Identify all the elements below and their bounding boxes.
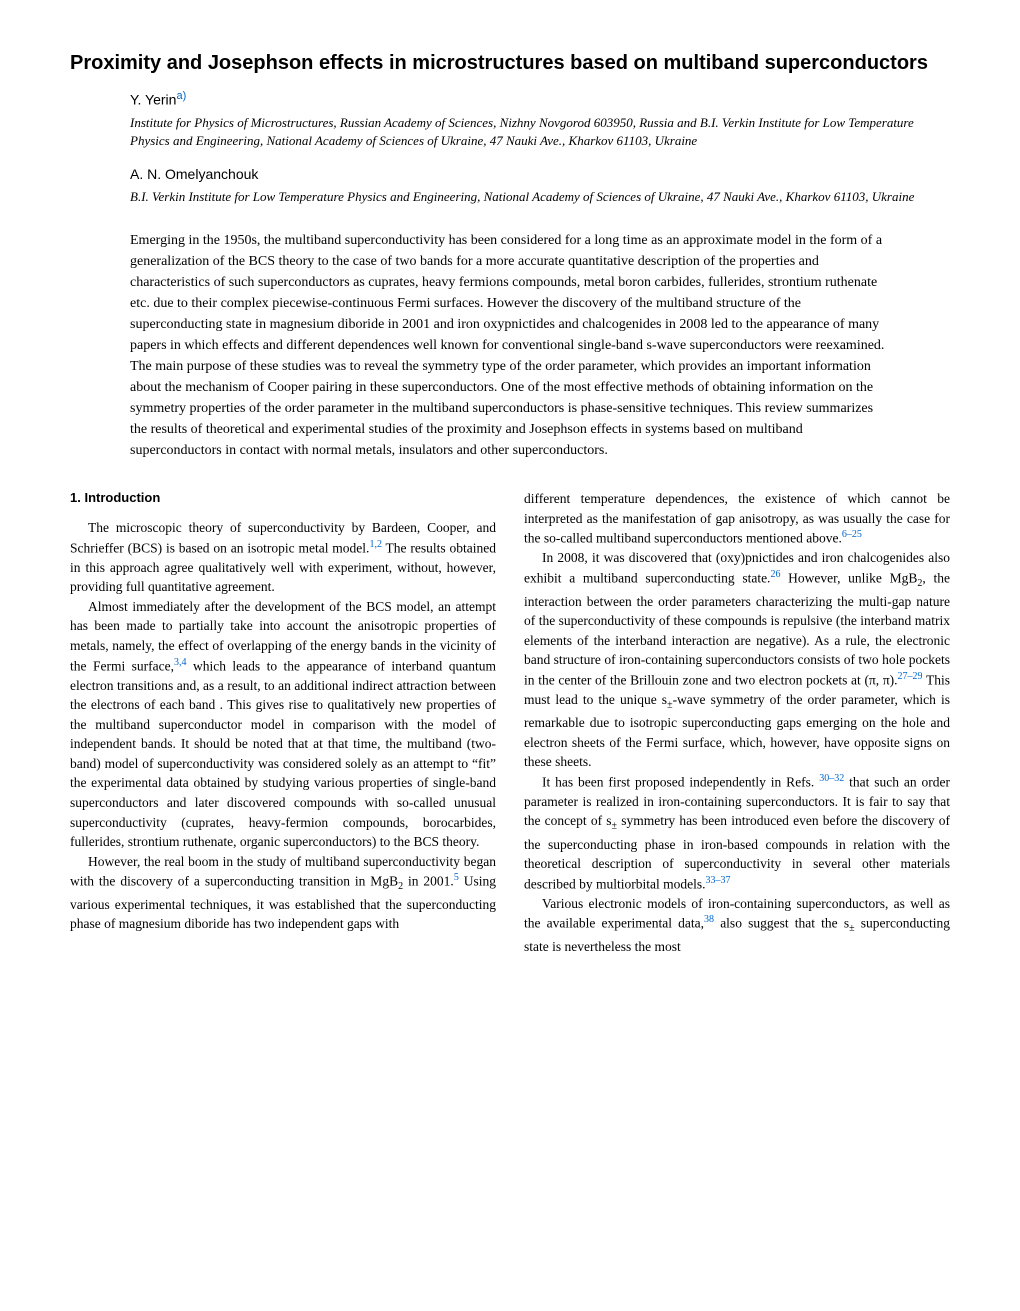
cite-6-25[interactable]: 6–25 <box>842 529 862 540</box>
left-p2b: which leads to the appearance of interba… <box>70 658 496 849</box>
page: Proximity and Josephson effects in micro… <box>0 0 1020 1007</box>
author-2-name: A. N. Omelyanchouk <box>130 166 258 182</box>
left-p3: However, the real boom in the study of m… <box>70 852 496 934</box>
right-p4: Various electronic models of iron-contai… <box>524 894 950 957</box>
right-p4b: also suggest that the s <box>714 916 849 931</box>
cite-33-37[interactable]: 33–37 <box>705 875 730 886</box>
author-2: A. N. Omelyanchouk <box>130 166 950 182</box>
author-1: Y. Yerina) <box>130 90 950 108</box>
left-p3b: in 2001. <box>403 874 454 889</box>
author-1-sup: a) <box>176 90 186 102</box>
author-1-affiliation: Institute for Physics of Microstructures… <box>130 114 950 150</box>
cite-26[interactable]: 26 <box>770 569 780 580</box>
cite-30-32[interactable]: 30–32 <box>819 773 844 784</box>
cite-3-4[interactable]: 3,4 <box>174 657 187 668</box>
right-column: different temperature dependences, the e… <box>524 489 950 956</box>
paper-title: Proximity and Josephson effects in micro… <box>70 50 950 76</box>
cite-38[interactable]: 38 <box>704 914 714 925</box>
right-p3: It has been first proposed independently… <box>524 772 950 894</box>
right-p2: In 2008, it was discovered that (oxy)pni… <box>524 548 950 771</box>
section-1-heading: 1. Introduction <box>70 489 496 508</box>
right-p2c: , the interaction between the order para… <box>524 570 950 687</box>
right-p1: different temperature dependences, the e… <box>524 489 950 548</box>
author-1-name: Y. Yerin <box>130 92 176 108</box>
left-column: 1. Introduction The microscopic theory o… <box>70 489 496 956</box>
left-p2: Almost immediately after the development… <box>70 597 496 852</box>
cite-1-2[interactable]: 1,2 <box>369 539 382 550</box>
author-2-affiliation: B.I. Verkin Institute for Low Temperatur… <box>130 188 950 206</box>
left-p1: The microscopic theory of superconductiv… <box>70 518 496 597</box>
right-p3a: It has been first proposed independently… <box>542 774 819 789</box>
right-p1a: different temperature dependences, the e… <box>524 491 950 546</box>
body-columns: 1. Introduction The microscopic theory o… <box>70 489 950 956</box>
authors-block: Y. Yerina) Institute for Physics of Micr… <box>130 90 950 206</box>
cite-27-29[interactable]: 27–29 <box>898 671 923 682</box>
abstract: Emerging in the 1950s, the multiband sup… <box>130 230 890 461</box>
right-p2b: However, unlike MgB <box>780 570 917 585</box>
